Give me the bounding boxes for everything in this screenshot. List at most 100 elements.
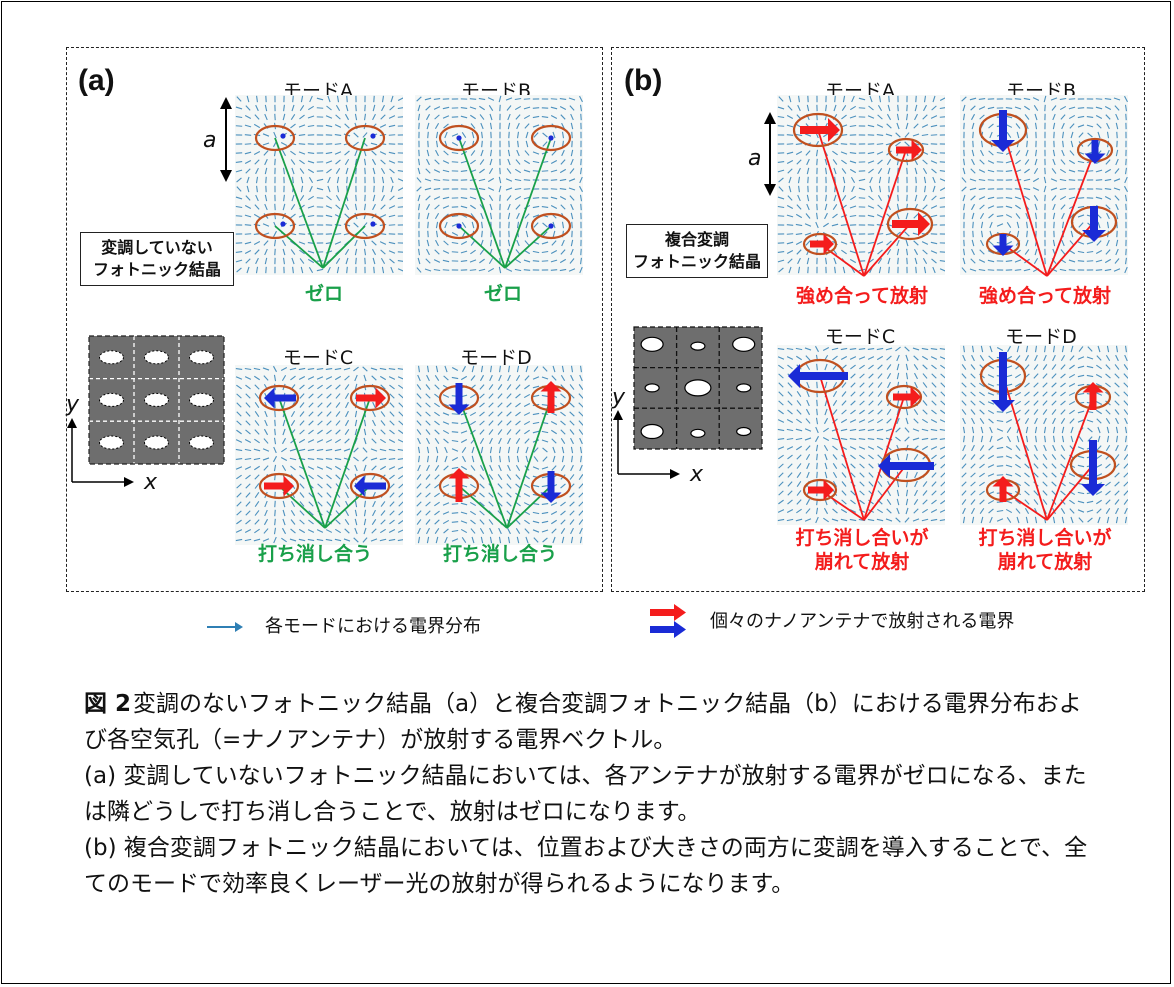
field-vector	[922, 249, 928, 255]
field-vector	[442, 169, 450, 173]
field-vector	[795, 428, 803, 432]
field-vector	[244, 448, 252, 452]
field-vector	[578, 411, 583, 417]
field-vector	[245, 492, 251, 498]
field-vector	[451, 476, 459, 478]
field-vector	[963, 122, 965, 130]
field-vector	[804, 518, 812, 522]
field-vector	[532, 115, 540, 119]
field-vector	[524, 384, 530, 390]
field-vector	[1115, 354, 1119, 362]
field-vector	[921, 133, 929, 137]
field-vector	[1051, 364, 1057, 370]
field-vector	[551, 150, 557, 156]
field-vector	[426, 158, 430, 166]
field-vector	[1124, 426, 1128, 434]
field-vector	[1106, 122, 1110, 130]
field-vector	[236, 267, 242, 273]
field-vector	[381, 185, 385, 193]
field-vector	[273, 536, 277, 544]
field-vector	[579, 374, 583, 382]
field-vector	[569, 420, 575, 426]
field-vector	[272, 455, 278, 463]
field-vector	[1096, 355, 1102, 361]
field-vector	[442, 205, 450, 209]
field-vector	[532, 529, 540, 533]
field-vector	[778, 472, 784, 478]
field-vector	[397, 187, 403, 191]
field-vector	[1060, 373, 1066, 379]
field-vector	[498, 527, 502, 535]
field-vector	[1069, 355, 1075, 361]
field-vector	[316, 376, 324, 380]
field-vector	[921, 355, 929, 361]
field-vector	[971, 212, 975, 220]
field-vector	[560, 159, 566, 165]
field-vector	[796, 463, 802, 469]
field-vector	[381, 176, 385, 184]
field-vector	[1106, 345, 1110, 353]
field-vector	[970, 400, 976, 406]
field-vector	[569, 519, 575, 525]
field-vector	[971, 354, 975, 362]
field-vector	[235, 215, 243, 217]
field-vector	[336, 95, 340, 103]
field-vector	[578, 492, 583, 498]
field-vector	[298, 233, 306, 235]
field-vector	[1051, 373, 1057, 379]
field-vector	[849, 115, 857, 119]
field-vector	[1114, 364, 1120, 370]
field-vector	[786, 214, 794, 218]
field-vector	[777, 125, 785, 127]
field-vector	[961, 409, 967, 415]
field-vector	[842, 95, 846, 103]
field-vector	[397, 376, 403, 380]
field-vector	[1123, 454, 1128, 460]
panel-a-mode-a-field	[235, 95, 403, 275]
field-vector	[425, 393, 431, 399]
caption-figure-title: 変調のないフォトニック結晶（a）と複合変調フォトニック結晶（b）における電界分布…	[84, 691, 1082, 753]
field-vector	[291, 104, 295, 112]
field-vector	[1070, 345, 1074, 353]
field-vector	[397, 458, 403, 460]
field-vector	[254, 114, 260, 120]
field-vector	[325, 529, 333, 533]
field-vector	[979, 418, 985, 424]
field-vector	[235, 160, 243, 164]
field-vector	[797, 104, 801, 112]
field-vector	[1113, 97, 1121, 101]
field-vector	[327, 95, 331, 103]
field-vector	[370, 367, 378, 371]
field-vector	[418, 365, 420, 373]
field-vector	[796, 508, 802, 514]
field-vector	[551, 438, 557, 444]
field-vector	[380, 114, 386, 120]
field-background	[777, 345, 945, 525]
field-vector	[996, 215, 1004, 217]
field-vector	[1061, 345, 1065, 353]
field-vector	[550, 421, 558, 425]
field-vector	[552, 365, 556, 373]
field-vector	[389, 492, 395, 498]
field-vector	[236, 384, 242, 390]
field-vector	[379, 241, 387, 245]
field-vector	[570, 122, 574, 130]
field-vector	[914, 104, 918, 112]
field-vector	[979, 445, 985, 451]
field-vector	[1095, 179, 1103, 181]
field-vector	[777, 259, 785, 263]
field-vector	[398, 474, 403, 480]
field-vector	[444, 365, 448, 373]
field-vector	[796, 454, 802, 460]
field-vector	[786, 356, 794, 360]
field-vector	[877, 382, 883, 388]
field-vector	[888, 95, 890, 103]
field-vector	[334, 538, 342, 542]
field-vector	[254, 510, 260, 516]
field-vector	[777, 106, 785, 110]
field-vector	[244, 457, 252, 461]
field-vector	[478, 268, 486, 272]
field-vector	[363, 374, 367, 382]
field-vector	[570, 446, 574, 454]
field-vector	[379, 465, 387, 471]
